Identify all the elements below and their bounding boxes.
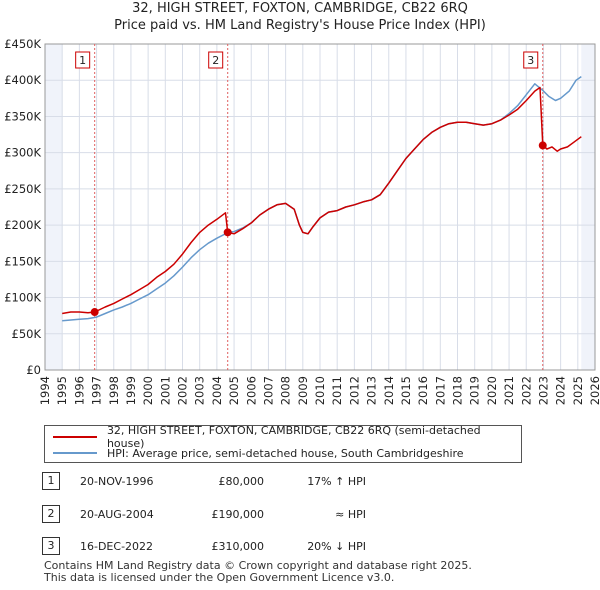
chart-subtitle: Price paid vs. HM Land Registry's House … <box>114 18 486 33</box>
footer-attribution: Contains HM Land Registry data © Crown c… <box>44 560 472 584</box>
footer-line-copyright: Contains HM Land Registry data © Crown c… <box>44 559 472 572</box>
legend-item-hpi: HPI: Average price, semi-detached house,… <box>53 445 464 461</box>
table-row: 3 16-DEC-2022 £310,000 20% ↓ HPI <box>42 537 562 555</box>
legend-label-hpi: HPI: Average price, semi-detached house,… <box>107 446 464 460</box>
sale-number-badge: 1 <box>42 472 60 490</box>
plot-frame <box>44 43 596 371</box>
x-tick-label: 2004 <box>210 376 224 405</box>
legend-label-property: 32, HIGH STREET, FOXTON, CAMBRIDGE, CB22… <box>106 424 481 450</box>
legend-item-property: 32, HIGH STREET, FOXTON, CAMBRIDGE, CB22… <box>53 424 521 450</box>
sale-point <box>90 308 99 317</box>
sale-price: £80,000 <box>218 475 265 488</box>
x-tick-label: 2021 <box>502 376 516 405</box>
x-tick-label: 2001 <box>158 376 172 405</box>
x-tick-label: 1996 <box>72 376 86 405</box>
footer-line-licence: This data is licensed under the Open Gov… <box>44 571 395 584</box>
x-tick-label: 2016 <box>416 376 430 405</box>
sale-date: 16-DEC-2022 <box>80 540 154 553</box>
x-tick-label: 2005 <box>227 376 241 405</box>
x-tick-label: 2024 <box>554 376 568 405</box>
sale-label: 2 <box>212 54 219 67</box>
sale-number-badge: 2 <box>42 505 60 523</box>
table-row: 2 20-AUG-2004 £190,000 ≈ HPI <box>42 505 562 523</box>
sale-hpi-comparison: ≈ HPI <box>335 508 366 521</box>
x-tick-label: 2007 <box>261 376 275 405</box>
sale-price: £190,000 <box>211 508 265 521</box>
sale-hpi-comparison: 17% ↑ HPI <box>307 475 366 488</box>
x-tick-label: 2002 <box>176 376 190 405</box>
x-tick-label: 2003 <box>193 376 207 405</box>
x-tick-label: 1997 <box>90 376 104 405</box>
sale-date: 20-NOV-1996 <box>80 475 154 488</box>
sale-label: 3 <box>527 54 534 67</box>
sale-price: £310,000 <box>211 540 265 553</box>
legend-swatch-property <box>53 436 97 438</box>
sale-label: 1 <box>79 54 86 67</box>
y-tick-label: £450K <box>4 37 41 51</box>
sale-label-box <box>208 51 224 69</box>
y-tick-label: £200K <box>4 218 41 232</box>
x-tick-label: 2026 <box>588 376 600 405</box>
x-tick-label: 1998 <box>107 376 121 405</box>
x-tick-label: 1995 <box>55 376 69 405</box>
plot-area: £0 £50K £100K £150K £200K £250K £300K £350K £400… <box>4 37 600 405</box>
y-tick-label: £150K <box>4 254 41 268</box>
table-row: 1 20-NOV-1996 £80,000 17% ↑ HPI <box>42 472 562 490</box>
x-tick-label: 2022 <box>519 376 533 405</box>
x-tick-label: 1999 <box>124 376 138 405</box>
y-tick-label: £50K <box>12 327 42 341</box>
y-tick-label: £300K <box>4 146 41 160</box>
x-tick-label: 2018 <box>451 376 465 405</box>
x-tick-label: 2025 <box>571 376 585 405</box>
x-tick-label: 1994 <box>38 376 52 405</box>
x-tick-label: 2020 <box>485 376 499 405</box>
sale-hpi-comparison: 20% ↓ HPI <box>307 540 366 553</box>
x-tick-label: 2019 <box>468 376 482 405</box>
x-tick-label: 2012 <box>347 376 361 405</box>
x-tick-label: 2010 <box>313 376 327 405</box>
x-tick-label: 2013 <box>365 376 379 405</box>
y-tick-label: £250K <box>4 182 41 196</box>
data-range-background <box>62 44 582 370</box>
sale-date: 20-AUG-2004 <box>80 508 154 521</box>
x-tick-label: 2017 <box>433 376 447 405</box>
y-tick-label: £100K <box>4 291 41 305</box>
x-tick-label: 2023 <box>536 376 550 405</box>
x-tick-label: 2015 <box>399 376 413 405</box>
legend: 32, HIGH STREET, FOXTON, CAMBRIDGE, CB22… <box>44 424 522 463</box>
price-chart: 32, HIGH STREET, FOXTON, CAMBRIDGE, CB22… <box>4 1 600 405</box>
sale-label-box <box>523 51 539 69</box>
x-tick-label: 2009 <box>296 376 310 405</box>
property-price-line <box>62 86 582 315</box>
x-tick-label: 2011 <box>330 376 344 405</box>
chart-title: 32, HIGH STREET, FOXTON, CAMBRIDGE, CB22… <box>132 1 468 16</box>
x-tick-label: 2006 <box>244 376 258 405</box>
sale-number-badge: 3 <box>42 537 60 555</box>
x-tick-label: 2000 <box>141 376 155 405</box>
y-tick-label: £0 <box>26 363 41 377</box>
sale-point <box>223 228 232 237</box>
y-tick-label: £350K <box>4 109 41 123</box>
legend-swatch-hpi <box>53 452 97 454</box>
y-tick-label: £400K <box>4 73 41 87</box>
sale-label-box <box>75 51 91 69</box>
x-tick-label: 2014 <box>382 376 396 405</box>
sale-point <box>538 141 547 150</box>
x-tick-label: 2008 <box>279 376 293 405</box>
